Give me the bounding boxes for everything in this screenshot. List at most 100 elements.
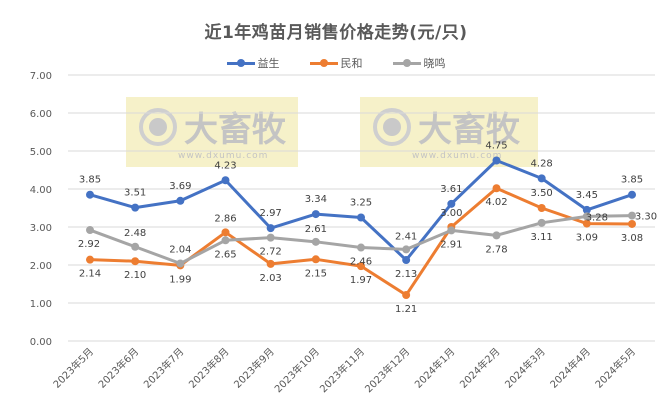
x-tick-label: 2023年7月 — [141, 345, 187, 391]
data-label: 2.97 — [260, 208, 282, 219]
legend-label: 民和 — [340, 57, 363, 70]
data-point-marker[interactable] — [357, 213, 365, 222]
data-point-marker[interactable] — [357, 262, 365, 271]
svg-text:www.dxumu.com: www.dxumu.com — [178, 151, 268, 161]
data-point-marker[interactable] — [176, 196, 185, 205]
data-point-marker[interactable] — [266, 233, 275, 242]
data-label: 3.85 — [621, 175, 643, 186]
data-point-marker[interactable] — [492, 156, 501, 165]
data-label: 3.30 — [635, 212, 657, 223]
data-point-marker[interactable] — [447, 226, 456, 235]
data-point-marker[interactable] — [311, 210, 320, 219]
data-label: 3.00 — [440, 208, 462, 219]
x-tick-label: 2023年10月 — [272, 345, 322, 395]
data-label: 1.21 — [395, 304, 417, 315]
data-point-marker[interactable] — [582, 212, 591, 221]
data-point-marker[interactable] — [357, 243, 365, 252]
data-point-marker[interactable] — [266, 259, 275, 268]
data-label: 3.45 — [576, 190, 598, 201]
data-label: 3.34 — [305, 194, 327, 205]
data-point-marker[interactable] — [131, 242, 140, 251]
data-point-marker[interactable] — [582, 205, 591, 214]
x-tick-label: 2023年8月 — [186, 345, 232, 391]
data-point-marker[interactable] — [582, 219, 591, 228]
chart-legend: 益生 民和 晓鸣 — [0, 55, 672, 71]
data-point-marker[interactable] — [402, 291, 411, 300]
data-point-marker[interactable] — [447, 199, 456, 208]
data-point-marker[interactable] — [311, 255, 320, 264]
data-label: 2.61 — [305, 224, 327, 235]
data-point-marker[interactable] — [266, 224, 275, 233]
x-tick-label: 2024年3月 — [502, 345, 548, 391]
data-label: 2.14 — [79, 269, 101, 280]
x-tick-label: 2024年4月 — [547, 345, 593, 391]
legend-line-marker-icon — [309, 58, 338, 67]
data-label: 3.25 — [350, 198, 372, 209]
data-point-marker[interactable] — [537, 218, 546, 227]
series-2 — [86, 211, 636, 268]
data-point-marker[interactable] — [131, 257, 140, 266]
data-point-marker[interactable] — [221, 176, 230, 185]
data-label: 4.02 — [485, 197, 507, 208]
x-tick-label: 2023年11月 — [317, 345, 367, 395]
data-point-marker[interactable] — [537, 204, 546, 212]
chart-title: 近1年鸡苗月销售价格走势(元/只) — [204, 23, 468, 43]
data-point-marker[interactable] — [86, 226, 94, 235]
legend-item-minhe[interactable]: 民和 — [309, 55, 363, 71]
data-point-marker[interactable] — [221, 236, 230, 245]
data-label: 3.28 — [586, 212, 608, 223]
data-label: 2.92 — [78, 239, 100, 250]
data-point-marker[interactable] — [176, 259, 185, 268]
x-tick-label: 2023年9月 — [231, 345, 277, 391]
data-label: 3.08 — [621, 233, 643, 244]
svg-text:大畜牧: 大畜牧 — [418, 110, 521, 150]
data-label: 2.46 — [350, 257, 372, 268]
data-point-marker[interactable] — [628, 211, 636, 220]
data-label: 2.41 — [395, 231, 417, 242]
data-point-marker[interactable] — [402, 245, 411, 254]
data-label: 2.15 — [305, 268, 327, 279]
data-point-marker[interactable] — [86, 190, 94, 199]
data-label: 2.13 — [395, 269, 417, 280]
legend-item-yisheng[interactable]: 益生 — [226, 55, 280, 71]
data-label: 3.85 — [79, 175, 101, 186]
x-tick-label: 2023年12月 — [362, 345, 412, 395]
data-point-marker[interactable] — [131, 203, 140, 212]
data-label: 3.11 — [531, 232, 553, 243]
y-tick-label: 2.00 — [30, 261, 52, 272]
svg-text:大畜牧: 大畜牧 — [184, 110, 287, 150]
legend-label: 晓鸣 — [423, 57, 446, 70]
x-tick-label: 2024年1月 — [412, 345, 458, 391]
data-label: 2.72 — [260, 247, 282, 258]
data-label: 3.09 — [576, 233, 598, 244]
data-label: 2.03 — [260, 273, 282, 284]
x-tick-label: 2024年5月 — [592, 345, 638, 391]
data-point-marker[interactable] — [221, 228, 230, 237]
svg-text:www.dxumu.com: www.dxumu.com — [412, 151, 502, 161]
data-label: 3.51 — [124, 188, 146, 199]
series-0 — [86, 156, 636, 265]
data-point-marker[interactable] — [537, 174, 546, 183]
data-label: 4.23 — [214, 160, 236, 171]
data-point-marker[interactable] — [402, 256, 411, 265]
data-label: 1.99 — [169, 274, 191, 285]
data-point-marker[interactable] — [311, 237, 320, 246]
x-tick-label: 2023年5月 — [50, 345, 96, 391]
data-label: 1.97 — [350, 275, 372, 286]
data-point-marker[interactable] — [86, 255, 94, 264]
y-tick-label: 0.00 — [30, 337, 52, 348]
data-label: 2.10 — [124, 270, 146, 281]
data-point-marker[interactable] — [628, 190, 636, 199]
data-label: 4.75 — [485, 141, 507, 152]
y-tick-label: 3.00 — [30, 223, 52, 234]
data-point-marker[interactable] — [492, 231, 501, 240]
x-tick-label: 2024年2月 — [457, 345, 503, 391]
legend-item-xiaoming[interactable]: 晓鸣 — [392, 55, 446, 71]
data-point-marker[interactable] — [628, 219, 636, 228]
data-point-marker[interactable] — [492, 184, 501, 193]
data-label: 3.61 — [440, 184, 462, 195]
